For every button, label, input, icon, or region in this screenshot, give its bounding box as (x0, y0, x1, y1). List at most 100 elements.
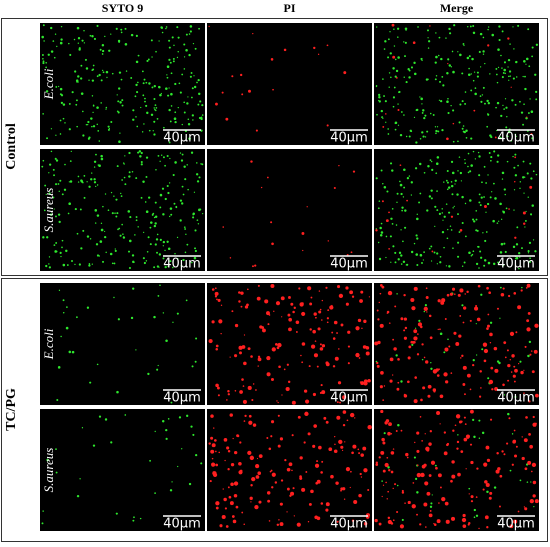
green-cell (181, 153, 184, 156)
red-cell (319, 343, 322, 346)
red-cell (215, 450, 217, 453)
green-cell (527, 196, 529, 198)
red-cell (250, 484, 253, 487)
red-cell (276, 346, 280, 350)
green-cell (414, 167, 418, 170)
red-cell (275, 343, 278, 346)
green-cell (473, 516, 476, 519)
green-cell (523, 60, 526, 63)
red-cell (363, 468, 368, 473)
green-cell (151, 213, 154, 216)
green-cell (187, 96, 189, 98)
green-cell (122, 236, 125, 238)
red-cell (318, 310, 322, 314)
green-cell (197, 103, 200, 106)
green-cell (173, 202, 176, 205)
green-cell (89, 34, 92, 37)
green-cell (400, 111, 403, 113)
green-cell (121, 104, 124, 107)
green-cell (519, 479, 522, 482)
green-cell (128, 175, 131, 178)
green-cell (135, 177, 138, 180)
green-cell (430, 502, 433, 505)
green-cell (495, 106, 497, 109)
red-cell (257, 365, 259, 367)
red-cell (352, 170, 356, 173)
panel-background (374, 23, 539, 145)
panel-background (40, 149, 205, 271)
green-cell (511, 433, 514, 435)
green-cell (446, 188, 449, 191)
red-cell (208, 25, 210, 28)
green-cell (183, 111, 186, 114)
green-cell (527, 252, 530, 254)
green-cell (477, 245, 480, 248)
green-cell (445, 265, 448, 267)
red-cell (326, 44, 329, 47)
row-label: S.aureus (41, 448, 56, 493)
red-cell (276, 523, 280, 527)
red-cell (278, 519, 280, 521)
red-cell (233, 493, 238, 498)
red-cell (242, 399, 247, 404)
green-cell (468, 67, 470, 70)
green-cell (154, 104, 157, 107)
green-cell (431, 168, 434, 171)
green-cell (378, 96, 381, 99)
green-cell (394, 75, 397, 78)
red-cell (321, 344, 326, 348)
green-cell (421, 261, 423, 264)
green-cell (151, 86, 154, 89)
green-cell (390, 76, 392, 79)
red-cell (229, 501, 234, 506)
red-cell (355, 326, 360, 331)
green-cell (48, 256, 51, 258)
red-cell (390, 522, 394, 525)
panel-background (207, 23, 372, 145)
green-cell (475, 210, 478, 212)
green-cell (108, 49, 111, 52)
green-cell (467, 171, 470, 174)
green-cell (102, 260, 105, 263)
green-cell (475, 262, 479, 266)
red-cell (510, 371, 513, 373)
green-cell (100, 222, 103, 225)
red-cell (513, 519, 518, 524)
red-cell (231, 310, 234, 313)
red-cell (479, 395, 482, 398)
green-cell (394, 251, 397, 254)
red-cell (511, 354, 515, 358)
red-cell (390, 451, 395, 455)
red-cell (375, 463, 379, 466)
green-cell (164, 266, 167, 269)
red-cell (365, 351, 370, 356)
green-cell (389, 31, 391, 33)
green-cell (140, 196, 143, 199)
red-cell (211, 462, 216, 467)
green-cell (461, 127, 464, 130)
green-cell (451, 193, 454, 196)
green-cell (153, 97, 156, 100)
red-cell (287, 380, 291, 384)
red-cell (488, 496, 492, 500)
green-cell (376, 113, 378, 116)
red-cell (416, 431, 420, 435)
red-cell (448, 345, 451, 348)
green-cell (164, 197, 167, 201)
red-cell (438, 502, 440, 504)
red-cell (462, 513, 466, 518)
red-cell (313, 424, 317, 428)
green-cell (140, 160, 143, 164)
green-cell (82, 110, 84, 113)
red-cell (210, 449, 215, 454)
red-cell (425, 526, 427, 528)
red-cell (410, 297, 415, 303)
green-cell (450, 66, 453, 68)
green-cell (375, 85, 378, 87)
red-cell (526, 116, 528, 118)
red-cell (342, 410, 347, 414)
green-cell (459, 103, 462, 106)
green-cell (45, 66, 47, 69)
green-cell (470, 73, 472, 75)
red-cell (248, 420, 253, 425)
